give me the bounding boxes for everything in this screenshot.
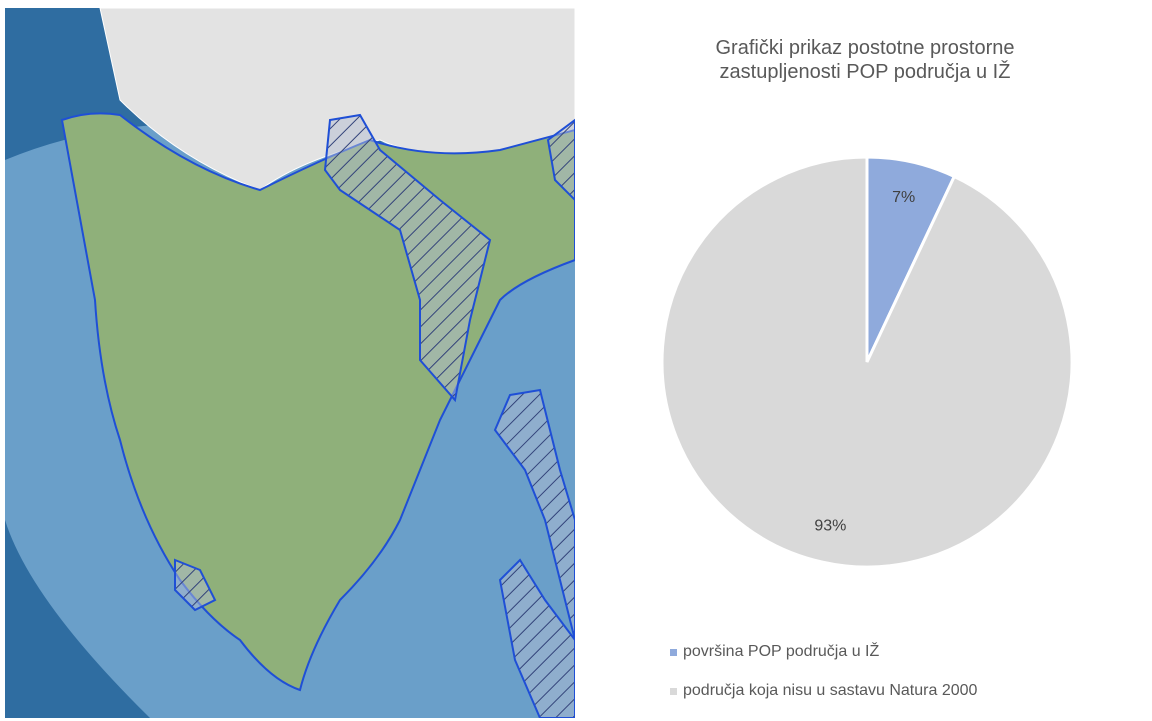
legend-swatch — [670, 649, 677, 656]
pie-slice — [662, 157, 1072, 567]
data-label: 93% — [814, 517, 846, 534]
legend-item: površina POP područja u IŽ — [670, 643, 879, 661]
legend-item: područja koja nisu u sastavu Natura 2000 — [670, 682, 977, 700]
legend-swatch — [670, 688, 677, 695]
legend-label: površina POP područja u IŽ — [683, 643, 879, 661]
page: Grafički prikaz postotne prostorne zastu… — [0, 0, 1152, 721]
data-label: 7% — [892, 189, 915, 206]
chart: 7% 93% — [580, 0, 1152, 721]
legend-label: područja koja nisu u sastavu Natura 2000 — [683, 682, 977, 700]
map — [0, 0, 575, 721]
